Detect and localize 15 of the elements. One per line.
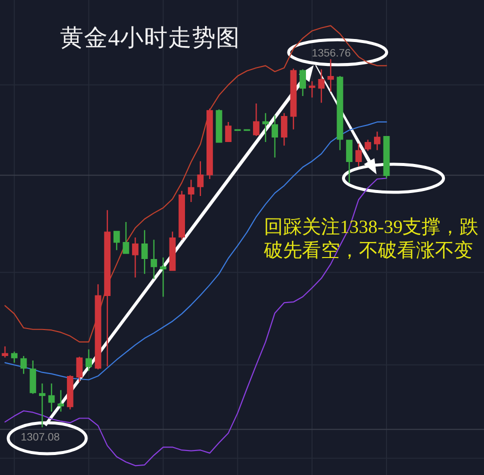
annotation: 1356.76 — [312, 47, 351, 60]
candlestick — [160, 258, 166, 297]
candlestick — [11, 352, 18, 363]
candlestick — [374, 132, 380, 150]
candlestick — [132, 238, 138, 278]
chart-title: 黄金4小时走势图 — [60, 26, 240, 52]
candlestick — [346, 140, 352, 183]
candlestick — [327, 59, 334, 92]
annotation: 1307.08 — [20, 431, 60, 444]
candlestick — [272, 115, 278, 158]
candlestick — [253, 103, 260, 136]
candlestick — [86, 349, 92, 371]
candlestick — [308, 81, 316, 98]
candlestick — [58, 390, 64, 412]
candlestick — [39, 383, 46, 428]
